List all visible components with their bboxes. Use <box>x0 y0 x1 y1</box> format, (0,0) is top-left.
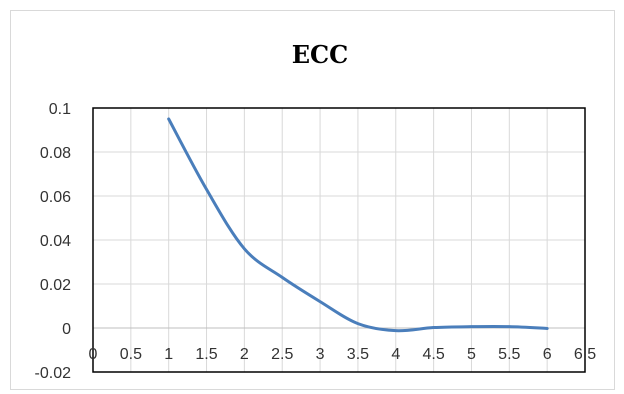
y-tick-label: 0 <box>62 321 71 338</box>
y-tick-label: -0.02 <box>35 365 72 382</box>
x-tick-label: 6 <box>543 346 552 363</box>
chart-title: ECC <box>291 40 349 69</box>
x-tick-label: 1.5 <box>195 346 217 363</box>
x-tick-label: 1 <box>164 346 173 363</box>
y-tick-label: 0.02 <box>40 277 71 294</box>
x-tick-label: 6.5 <box>574 346 596 363</box>
x-tick-label: 3.5 <box>347 346 369 363</box>
y-tick-label: 0.08 <box>40 145 71 162</box>
horizontal-gridlines <box>93 107 585 373</box>
y-axis-tick-labels: -0.02 0 0.02 0.04 0.06 0.08 0.1 <box>35 101 72 382</box>
series-line <box>167 117 549 333</box>
plot-area-border <box>92 107 586 373</box>
x-tick-label: 2.5 <box>271 346 293 363</box>
x-tick-label: 4 <box>391 346 400 363</box>
x-tick-label: 4.5 <box>422 346 444 363</box>
x-tick-label: 2 <box>240 346 249 363</box>
x-tick-label: 0 <box>89 346 98 363</box>
y-tick-label: 0.06 <box>40 189 71 206</box>
x-tick-label: 5 <box>467 346 476 363</box>
x-tick-label: 3 <box>316 346 325 363</box>
y-tick-label: 0.04 <box>40 233 71 250</box>
x-tick-label: 5.5 <box>498 346 520 363</box>
y-tick-label: 0.1 <box>49 101 71 118</box>
x-axis-tick-labels: 0 0.5 1 1.5 2 2.5 3 3.5 4 4.5 5 5.5 6 6.5 <box>89 346 597 363</box>
x-tick-label: 0.5 <box>120 346 142 363</box>
series-layer <box>167 117 549 333</box>
